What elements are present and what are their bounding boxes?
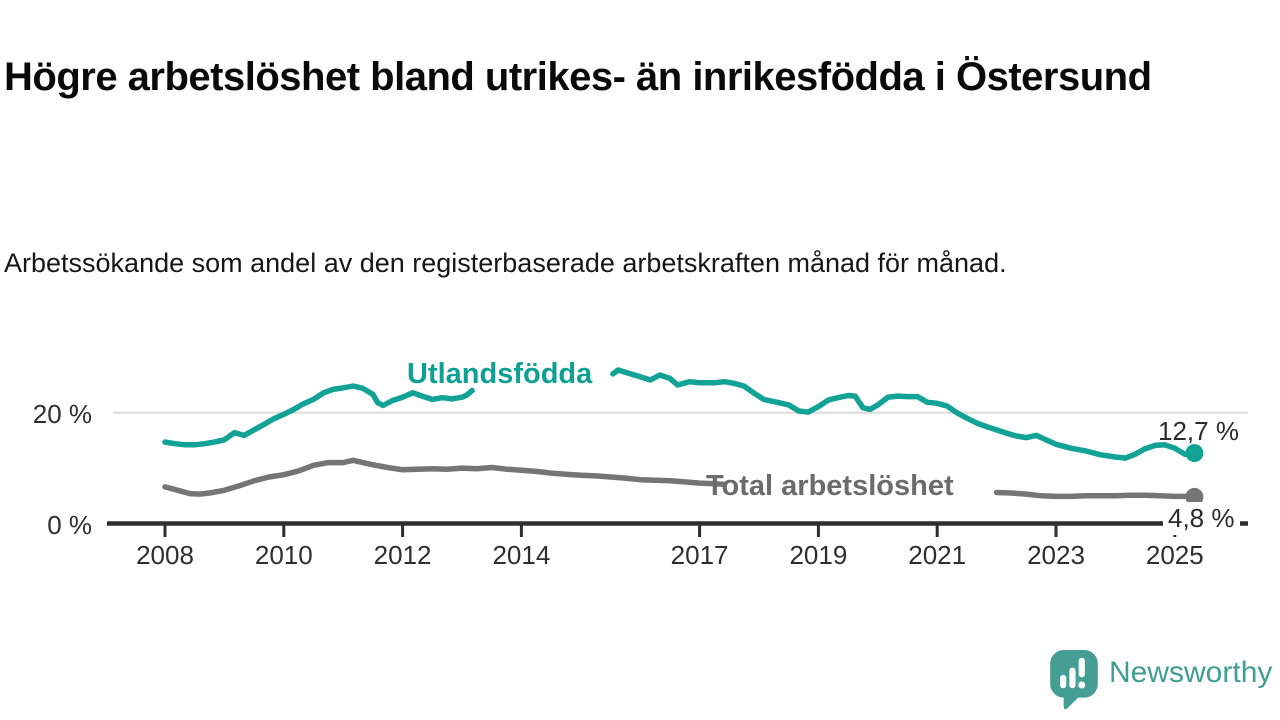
- y-axis-label-0: 0 %: [47, 510, 92, 540]
- x-tick-label-2012: 2012: [374, 540, 432, 570]
- x-tick-label-2023: 2023: [1027, 540, 1085, 570]
- x-tick-label-2021: 2021: [908, 540, 966, 570]
- x-tick-label-2025: 2025: [1146, 540, 1204, 570]
- series-label-total-arbetsloshet: Total arbetslöshet: [706, 470, 954, 502]
- chart-subtitle: Arbetssökande som andel av den registerb…: [4, 248, 1007, 278]
- newsworthy-branding: Newsworthy: [1050, 650, 1272, 710]
- newsworthy-logo-text: Newsworthy: [1109, 656, 1273, 689]
- x-tick-label-2008: 2008: [136, 540, 194, 570]
- line-series-1-segment-1: [993, 489, 1198, 500]
- page-title: Högre arbetslöshet bland utrikes- än inr…: [4, 54, 1152, 99]
- end-dot-series-1: [1185, 487, 1204, 506]
- x-tick-label-2017: 2017: [671, 540, 729, 570]
- x-tick-label-2019: 2019: [789, 540, 847, 570]
- series-label-utlandsfodda: Utlandsfödda: [407, 358, 593, 390]
- newsworthy-logo-icon: [1050, 650, 1098, 710]
- line-series-0-segment-1: [610, 367, 1198, 461]
- line-series-1-segment-0: [162, 457, 727, 497]
- y-axis-label-20: 20 %: [32, 399, 92, 429]
- end-value-label-utlandsfodda: 12,7 %: [1158, 416, 1239, 446]
- x-tick-label-2010: 2010: [255, 540, 313, 570]
- end-value-label-total: 4,8 %: [1163, 502, 1240, 535]
- x-tick-label-2014: 2014: [492, 540, 550, 570]
- end-dot-series-0: [1185, 444, 1204, 463]
- line-series-0-segment-0: [162, 383, 475, 448]
